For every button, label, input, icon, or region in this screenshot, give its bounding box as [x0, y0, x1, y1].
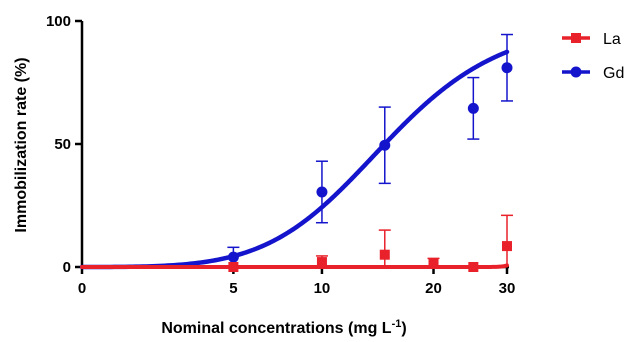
fit-curves: [79, 49, 510, 270]
legend-label: La: [603, 31, 621, 48]
data-point-la: [316, 257, 327, 268]
x-axis-title: Nominal concentrations (mg L-1): [161, 318, 406, 337]
x-axis-title-main: Nominal concentrations (mg L: [161, 320, 391, 337]
legend-marker: [570, 66, 582, 78]
axes: 0 50 100 0 5 10 20 30: [46, 13, 515, 297]
legend-label: Gd: [603, 65, 624, 82]
data-point-la: [468, 262, 479, 272]
fit-curve-gd: [79, 49, 510, 270]
data-point-gd: [227, 251, 239, 263]
data-point-la: [502, 241, 512, 252]
data-points: [227, 62, 513, 272]
x-axis-title-superscript: -1: [392, 318, 402, 330]
y-axis-title: Immobilization rate (%): [13, 57, 30, 232]
data-point-gd: [501, 62, 513, 74]
y-tick-label: 50: [54, 136, 71, 153]
error-bar-la: [378, 229, 391, 267]
fit-curve-la: [80, 263, 509, 269]
data-point-la: [428, 258, 439, 269]
data-point-gd: [467, 102, 479, 114]
y-tick-label: 100: [46, 13, 71, 30]
x-tick-label: 0: [78, 280, 86, 297]
x-tick-label: 5: [229, 280, 237, 297]
data-point-gd: [316, 186, 328, 198]
legend-marker: [571, 33, 581, 43]
x-tick-label: 30: [499, 280, 516, 297]
x-tick-label: 20: [425, 280, 442, 297]
x-tick-label: 10: [314, 280, 331, 297]
data-point-la: [228, 262, 239, 272]
legend-item-la: La: [562, 31, 621, 48]
legend-item-gd: Gd: [562, 65, 624, 82]
data-point-gd: [379, 139, 391, 151]
x-axis-title-suffix: ): [401, 320, 406, 337]
legend: La Gd: [562, 31, 624, 82]
y-tick-label: 0: [63, 259, 71, 276]
data-point-la: [379, 249, 390, 260]
